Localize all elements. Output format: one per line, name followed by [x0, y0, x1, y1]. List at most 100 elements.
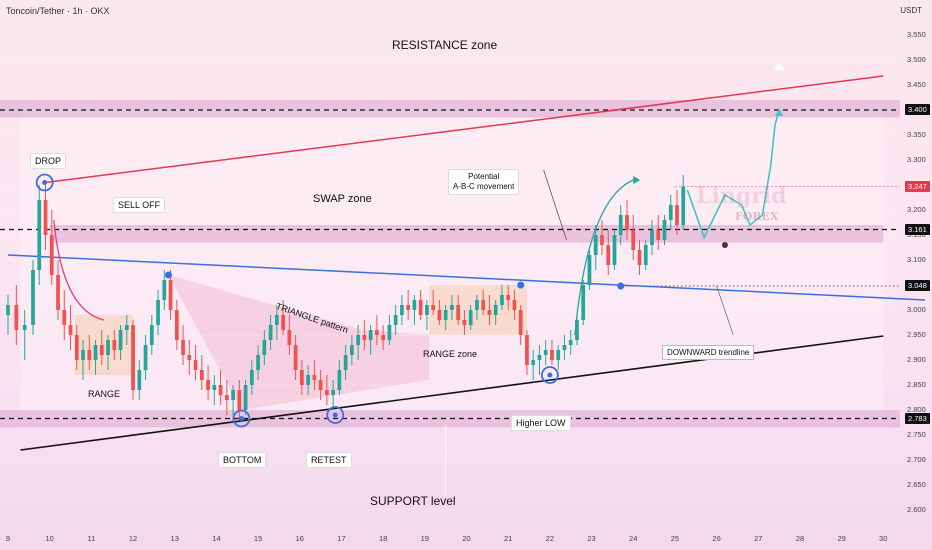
candle-body: [87, 350, 92, 360]
price-tick-label: 2.700: [907, 455, 926, 464]
candle-body: [149, 325, 154, 345]
candle-body: [475, 300, 479, 310]
higher-low-marker: [540, 366, 559, 384]
retest-marker-dot: [332, 412, 338, 418]
candle-body: [74, 335, 79, 360]
candle-body: [606, 245, 611, 265]
candle-body: [350, 345, 354, 355]
candle-body: [675, 205, 679, 225]
candle-body: [362, 335, 367, 340]
candle-body: [668, 205, 673, 220]
candle-body: [256, 355, 260, 370]
support-level-label: SUPPORT level: [370, 494, 456, 508]
candle-body: [437, 310, 442, 320]
trendline-touch-dot: [517, 281, 525, 289]
price-tick-label: 2.900: [907, 355, 926, 364]
candle-body: [224, 395, 229, 400]
swap-area: [20, 100, 884, 429]
range-zone-label: RANGE zone: [423, 349, 478, 359]
candle-body: [600, 235, 604, 245]
drop-label: DROP: [30, 153, 67, 169]
higher-low-marker-dot: [547, 372, 553, 378]
time-tick-label: 16: [295, 534, 304, 543]
resistance-trendline: [45, 75, 884, 184]
candle-body: [118, 330, 123, 350]
candle-body: [481, 300, 486, 310]
candle-body: [381, 335, 386, 340]
candle-body: [187, 355, 192, 360]
candle-body: [22, 325, 27, 330]
abc-arrow: [574, 179, 634, 336]
candle-body: [512, 300, 517, 310]
candle-body: [531, 360, 536, 365]
candle-body: [174, 310, 179, 340]
candle-body: [62, 310, 67, 325]
candle-body: [324, 390, 329, 395]
candle-body: [637, 250, 642, 265]
time-tick-label: 12: [128, 534, 138, 543]
time-tick-label: 18: [378, 534, 388, 543]
time-tick-label: 10: [45, 534, 54, 543]
downward-trendline-label: DOWNWARD trendline: [662, 345, 755, 360]
candle-body: [612, 235, 617, 265]
candle-body: [231, 390, 235, 400]
downward-trendline: [7, 254, 926, 301]
chart-symbol-title: Toncoin/Tether · 1h · OKX: [6, 6, 110, 16]
projection-arrowhead: [775, 108, 784, 116]
time-tick-label: 15: [253, 534, 263, 543]
time-tick-label: 24: [629, 534, 638, 543]
candle-body: [237, 390, 242, 410]
bottom-marker: [232, 409, 251, 428]
candle-body: [14, 305, 19, 330]
time-tick-label: 13: [170, 534, 179, 543]
retest-label: RETEST: [306, 452, 352, 468]
currency-label: USDT: [900, 6, 922, 15]
candle-body: [631, 230, 636, 250]
candle-body: [568, 340, 573, 345]
candle-body: [131, 325, 135, 390]
price-tag: 3.400: [905, 104, 930, 115]
time-tick-label: 19: [420, 534, 429, 543]
candle-body: [575, 320, 579, 340]
candle-body: [312, 375, 317, 380]
bottom-label: BOTTOM: [218, 452, 267, 468]
candle-body: [56, 275, 60, 310]
candle-body: [456, 305, 461, 320]
candle-body: [37, 200, 42, 270]
price-tick-label: 2.650: [907, 480, 926, 489]
potential-abc-label: Potential A-B-C movement: [448, 169, 520, 195]
candle-body: [106, 340, 110, 355]
price-tag: 3.161: [905, 223, 930, 235]
candle-body: [206, 380, 210, 390]
time-tick-label: 28: [795, 534, 805, 543]
time-tick-label: 20: [462, 534, 471, 543]
candle-body: [425, 305, 429, 315]
price-tick-label: 3.550: [907, 30, 926, 39]
candle-body: [393, 315, 398, 325]
time-tick-label: 21: [504, 534, 513, 543]
candle-body: [331, 390, 335, 395]
candle-body: [162, 280, 167, 300]
candle-body: [518, 310, 523, 335]
candle-body: [593, 235, 598, 255]
candle-body: [6, 305, 10, 315]
candle-body: [306, 375, 310, 385]
candle-body: [506, 295, 511, 300]
candle-body: [450, 305, 454, 310]
potential-abc-line2: A-B-C movement: [453, 182, 515, 191]
candle-body: [299, 370, 304, 385]
time-tick-label: 25: [670, 534, 680, 543]
candle-body: [581, 285, 586, 320]
swap-zone-label: SWAP zone: [313, 193, 372, 205]
candle-body: [112, 340, 117, 350]
candle-body: [431, 305, 436, 310]
candle-body: [462, 320, 467, 325]
time-tick-label: 23: [587, 534, 596, 543]
price-tick-label: 3.500: [907, 55, 926, 64]
candle-body: [124, 325, 129, 330]
triangle-area: [168, 275, 429, 410]
candle-body: [656, 230, 661, 240]
candle-body: [443, 310, 448, 320]
